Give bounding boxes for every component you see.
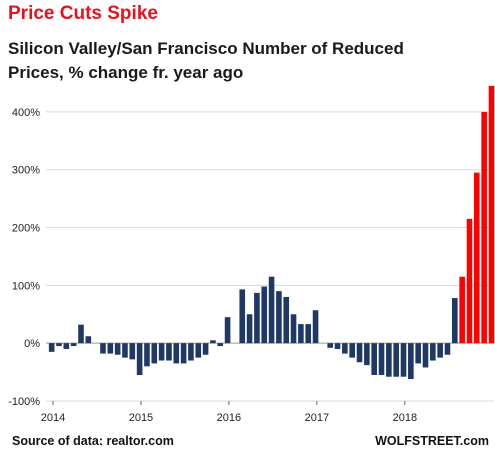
chart-title: Price Cuts Spike [8, 3, 158, 24]
bar [195, 343, 202, 358]
bar [356, 343, 363, 363]
bar [78, 324, 84, 344]
bar [85, 336, 92, 344]
bar [129, 343, 136, 360]
bar [298, 324, 304, 344]
bars [48, 85, 495, 380]
x-tick-label: 2018 [393, 412, 417, 424]
y-tick-label: 300% [12, 165, 40, 177]
bar [268, 276, 275, 344]
bar [107, 343, 114, 354]
bar [173, 343, 180, 364]
bar [422, 343, 429, 368]
bar [459, 276, 465, 344]
bar [488, 85, 495, 344]
bar [334, 343, 341, 349]
bar [114, 343, 121, 355]
x-tick-label: 2017 [305, 412, 329, 424]
bar [290, 314, 297, 344]
y-tick-labels: -100% 0% 100% 200% 300% 400% [8, 107, 40, 408]
bar [371, 343, 377, 375]
bar [136, 343, 143, 375]
source-note: Source of data: realtor.com [12, 434, 174, 448]
bar [305, 324, 312, 344]
bar [151, 343, 158, 364]
bar [342, 343, 348, 354]
bar [56, 343, 62, 347]
bar [48, 343, 55, 352]
bar [408, 343, 414, 380]
x-tick-labels: 2014 2015 2016 2017 2018 [41, 401, 417, 424]
bar [481, 111, 487, 344]
bar [180, 343, 187, 364]
y-tick-label: 200% [12, 223, 40, 235]
bar [378, 343, 385, 375]
bar [393, 343, 399, 377]
x-tick-label: 2015 [129, 412, 153, 424]
y-tick-label: 0% [24, 338, 40, 350]
bar [349, 343, 355, 358]
bar [63, 343, 70, 349]
bar [254, 292, 260, 344]
x-tick-label: 2016 [217, 412, 241, 424]
bar [474, 172, 480, 344]
bar [466, 218, 473, 344]
y-tick-label: 100% [12, 280, 40, 292]
brand-label: WOLFSTREET.com [375, 434, 489, 448]
bar [224, 317, 231, 344]
bar [122, 343, 128, 358]
bar [430, 343, 436, 361]
bar [283, 296, 290, 344]
bar [144, 343, 150, 367]
bar [400, 343, 407, 377]
bar [246, 314, 253, 344]
bar [364, 343, 370, 366]
bar [444, 343, 451, 355]
bar [261, 286, 268, 344]
bar [210, 340, 216, 344]
y-tick-label: 400% [12, 107, 40, 119]
bar [100, 343, 106, 354]
bar [437, 343, 443, 358]
bar [217, 343, 224, 347]
bar [239, 289, 246, 344]
bar [70, 343, 77, 347]
bar [386, 343, 392, 377]
bar [415, 343, 421, 364]
bar [158, 343, 165, 361]
bar [188, 343, 194, 361]
bar [166, 343, 172, 361]
bar [276, 291, 282, 344]
x-tick-label: 2014 [41, 412, 65, 424]
y-tick-label: -100% [8, 396, 40, 408]
bar [327, 343, 334, 348]
chart-subtitle: Silicon Valley/San Francisco Number of R… [8, 39, 404, 82]
bar [452, 298, 458, 344]
bar [202, 343, 209, 355]
bar [312, 310, 319, 344]
